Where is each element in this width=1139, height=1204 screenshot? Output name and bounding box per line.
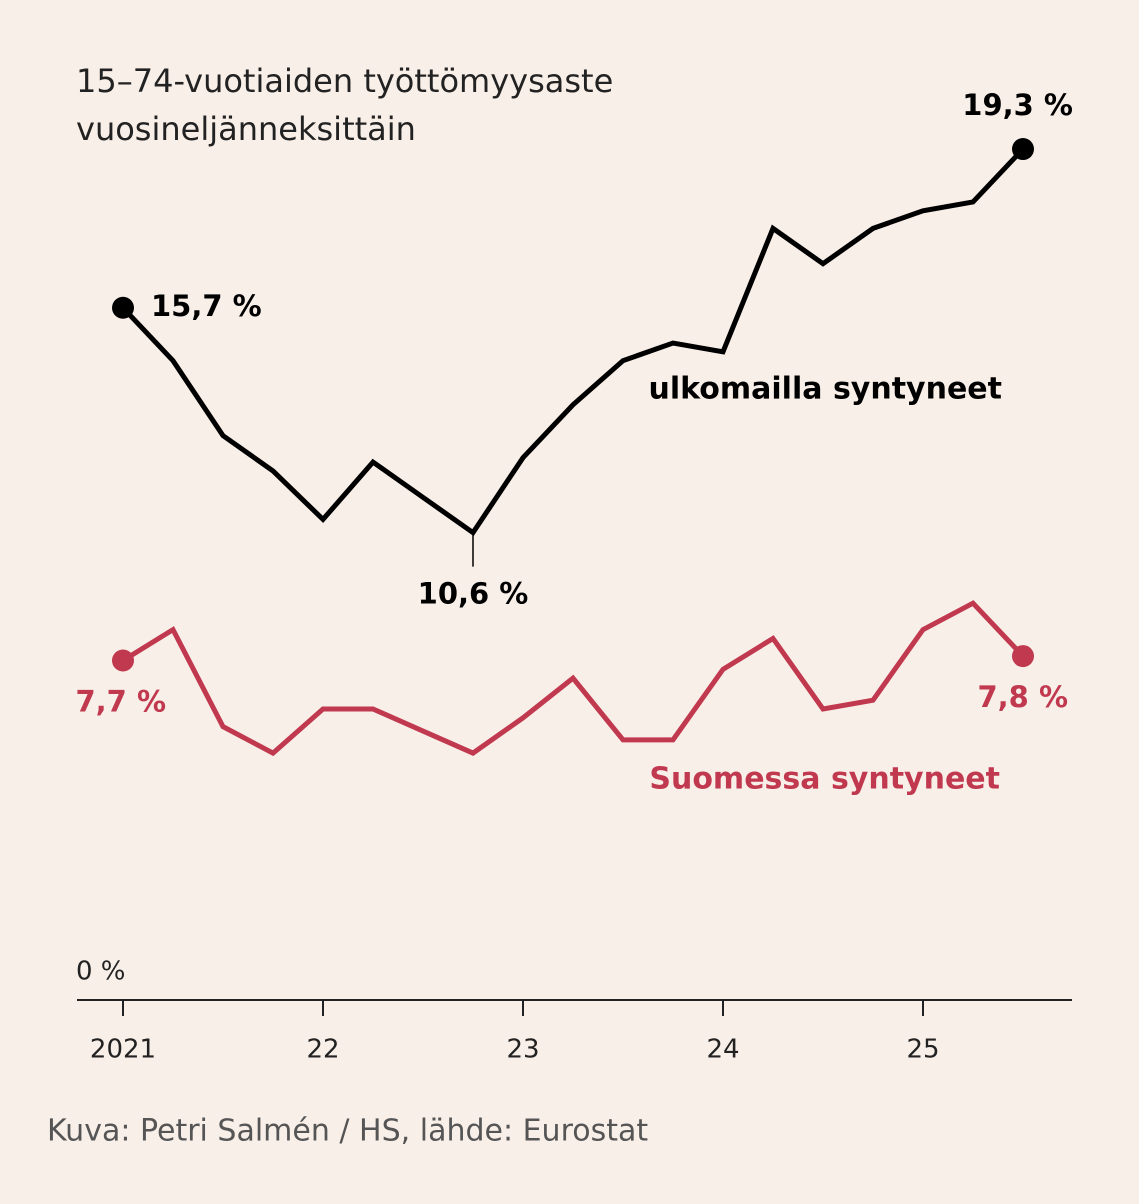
end-point [112,296,134,319]
x-tick-label: 2021 [90,1035,156,1065]
x-tick-label: 22 [306,1035,339,1065]
source: Kuva: Petri Salmén / HS, lähde: Eurostat [47,1114,648,1149]
value-label: 15,7 % [151,289,262,323]
value-label: 7,7 % [75,685,166,719]
series-label: ulkomailla syntyneet [649,372,1003,407]
y-tick-label: 0 % [76,957,126,987]
end-point [112,649,134,672]
x-tick-label: 23 [506,1035,539,1065]
series-line [121,600,1025,757]
x-tick-label: 25 [906,1035,939,1065]
chart-title: 15–74-vuotiaiden työttömyysaste [76,62,613,100]
series-line [121,147,1025,537]
value-label: 7,8 % [977,680,1068,714]
x-tick-label: 24 [706,1035,739,1065]
series-label: Suomessa syntyneet [649,762,1000,797]
value-label: 19,3 % [962,88,1073,122]
chart-subtitle: vuosineljänneksittäin [76,110,416,148]
end-point [1012,138,1034,161]
end-point [1012,645,1034,668]
value-label: 10,6 % [418,577,529,611]
